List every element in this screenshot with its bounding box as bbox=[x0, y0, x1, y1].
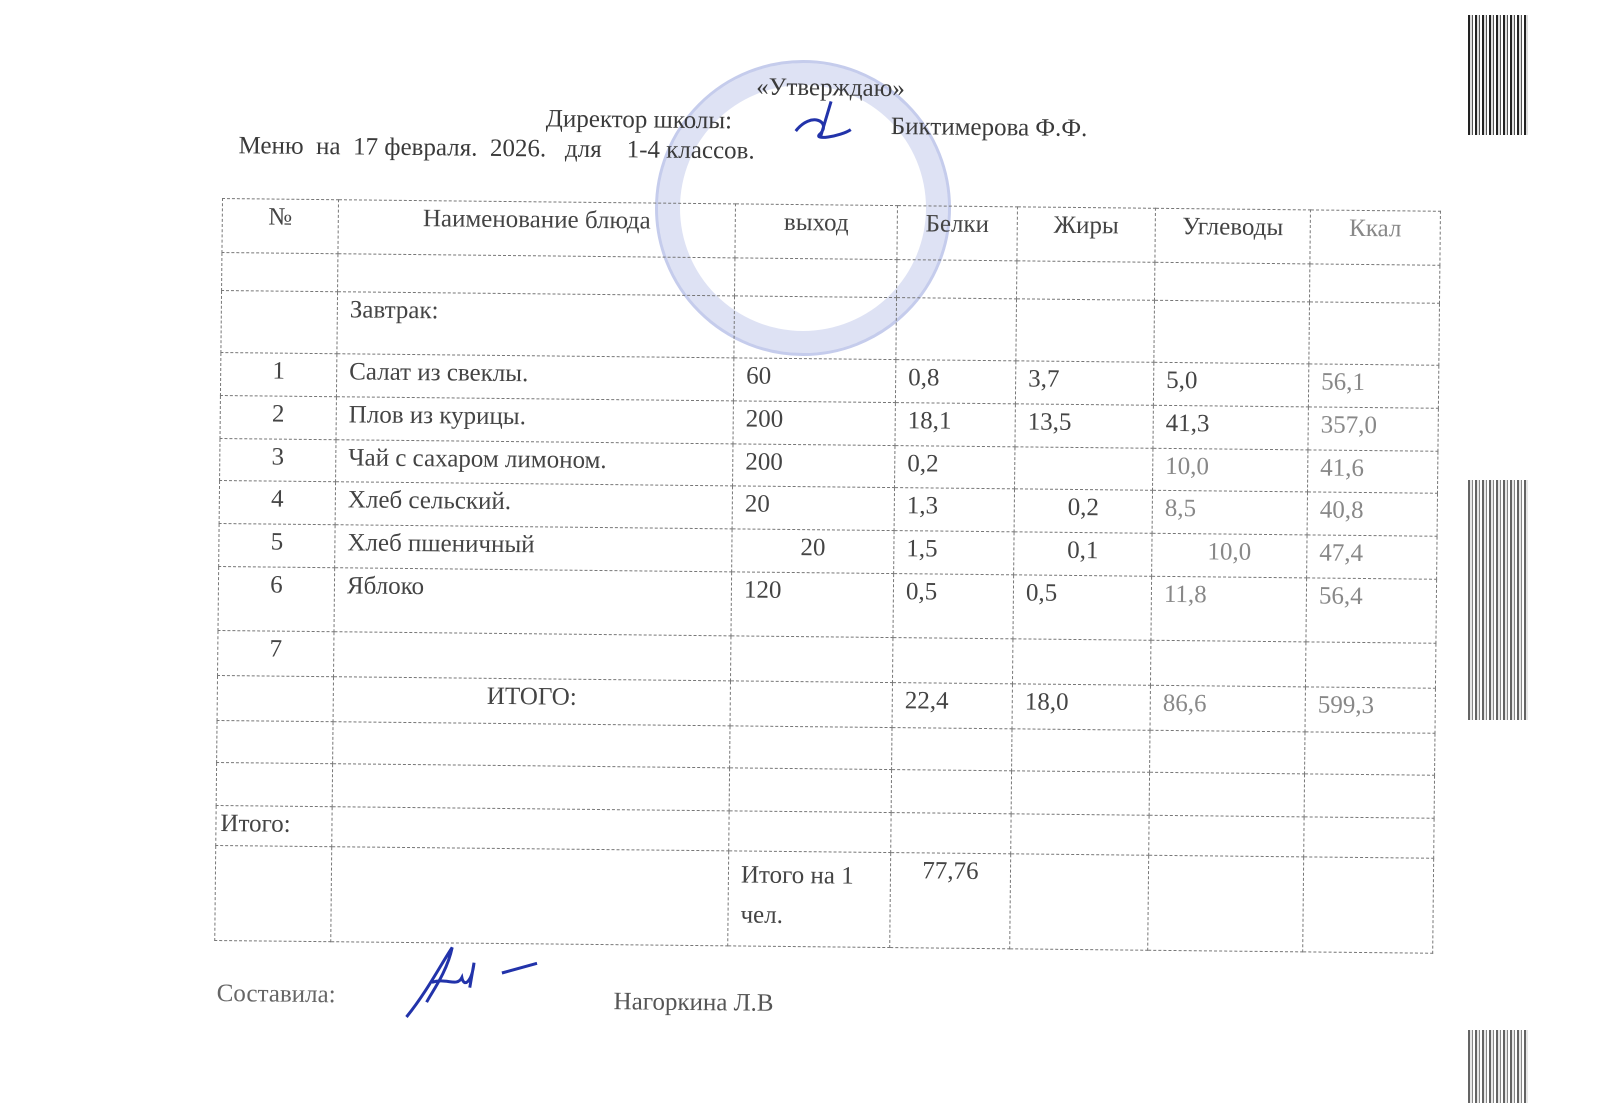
menu-table: № Наименование блюда выход Белки Жиры Уг… bbox=[214, 198, 1441, 954]
per-person-row: Итого на 1 чел. 77,76 bbox=[214, 845, 1434, 954]
cell-name: Хлеб пшеничный bbox=[334, 524, 733, 572]
cell-name: Хлеб сельский. bbox=[335, 481, 733, 529]
cell-carbs bbox=[1150, 640, 1306, 687]
cell-protein bbox=[892, 637, 1013, 684]
compiled-name: Нагоркина Л.В bbox=[613, 988, 774, 1017]
total-fat: 18,0 bbox=[1012, 683, 1151, 731]
cell-output: 20 bbox=[732, 485, 895, 531]
cell-fat: 0,5 bbox=[1012, 574, 1152, 641]
cell-kcal: 41,6 bbox=[1307, 449, 1438, 494]
cell-fat: 13,5 bbox=[1014, 403, 1154, 449]
header-kcal: Ккал bbox=[1309, 209, 1441, 266]
cell-num: 2 bbox=[220, 395, 337, 440]
scan-artifact bbox=[1468, 1030, 1528, 1103]
cell-num: 3 bbox=[219, 438, 336, 482]
cell-output: 20 bbox=[731, 528, 895, 574]
cell-kcal: 40,8 bbox=[1307, 491, 1438, 537]
header-carbs: Углеводы bbox=[1154, 208, 1311, 264]
total-carbs: 86,6 bbox=[1149, 685, 1306, 732]
cell-carbs: 8,5 bbox=[1152, 490, 1308, 535]
cell-output bbox=[730, 635, 893, 683]
cell-kcal: 56,1 bbox=[1308, 363, 1439, 409]
menu-title: Меню на 17 февраля. 2026. для 1-4 классо… bbox=[238, 132, 755, 165]
cell-kcal: 47,4 bbox=[1306, 534, 1438, 580]
cell-num: 6 bbox=[217, 566, 335, 632]
cell-kcal bbox=[1305, 641, 1436, 689]
cell-carbs: 41,3 bbox=[1152, 405, 1309, 450]
cell-fat: 0,1 bbox=[1013, 531, 1153, 577]
total-kcal: 599,3 bbox=[1304, 686, 1436, 734]
per-person-value: 77,76 bbox=[889, 852, 1011, 949]
director-label: Директор школы: bbox=[545, 105, 733, 135]
scan-artifact bbox=[1468, 480, 1528, 720]
cell-kcal: 357,0 bbox=[1307, 406, 1439, 452]
cell-num: 1 bbox=[220, 352, 337, 397]
cell-num: 5 bbox=[218, 523, 336, 568]
compiled-label: Составила: bbox=[216, 980, 336, 1009]
header-num: № bbox=[221, 198, 339, 254]
cell-protein: 1,3 bbox=[894, 487, 1015, 532]
cell-name: Чай с сахаром лимоном. bbox=[335, 439, 733, 486]
director-signature bbox=[794, 100, 852, 139]
cell-fat bbox=[1012, 638, 1151, 686]
header-name: Наименование блюда bbox=[337, 199, 736, 258]
cell-num: 4 bbox=[219, 480, 336, 525]
total-label: ИТОГО: bbox=[333, 676, 731, 726]
cell-name bbox=[333, 631, 731, 681]
cell-carbs: 10,0 bbox=[1151, 533, 1308, 578]
cell-name: Салат из свеклы. bbox=[336, 353, 734, 401]
cell-fat: 0,2 bbox=[1014, 488, 1153, 534]
header-output: выход bbox=[734, 203, 898, 260]
cell-protein: 0,2 bbox=[894, 445, 1015, 489]
cell-name: Яблоко bbox=[333, 567, 732, 636]
cell-fat bbox=[1014, 446, 1153, 491]
cell-protein: 0,8 bbox=[895, 359, 1016, 404]
total-protein: 22,4 bbox=[892, 682, 1013, 729]
header-protein: Белки bbox=[896, 205, 1018, 261]
cell-num: 7 bbox=[217, 630, 334, 677]
cell-fat: 3,7 bbox=[1015, 360, 1154, 406]
cell-output: 60 bbox=[733, 357, 896, 403]
cell-carbs: 5,0 bbox=[1153, 362, 1309, 407]
header-fat: Жиры bbox=[1016, 206, 1156, 263]
scan-artifact bbox=[1468, 15, 1528, 135]
cell-protein: 1,5 bbox=[893, 530, 1015, 575]
itogo-label: Итого: bbox=[215, 805, 333, 847]
section-label: Завтрак: bbox=[336, 291, 735, 358]
director-name: Биктимерова Ф.Ф. bbox=[890, 113, 1088, 143]
cell-kcal: 56,4 bbox=[1305, 577, 1437, 644]
cell-carbs: 10,0 bbox=[1152, 448, 1308, 492]
cell-carbs: 11,8 bbox=[1150, 576, 1307, 642]
cell-name: Плов из курицы. bbox=[335, 396, 734, 444]
compiler-signature bbox=[405, 946, 538, 1018]
school-stamp bbox=[655, 60, 951, 356]
per-person-label: Итого на 1 чел. bbox=[727, 850, 891, 948]
cell-output: 200 bbox=[732, 443, 895, 488]
cell-protein: 18,1 bbox=[894, 402, 1016, 447]
cell-output: 200 bbox=[732, 400, 896, 446]
cell-output: 120 bbox=[730, 571, 894, 638]
cell-protein: 0,5 bbox=[892, 573, 1014, 639]
